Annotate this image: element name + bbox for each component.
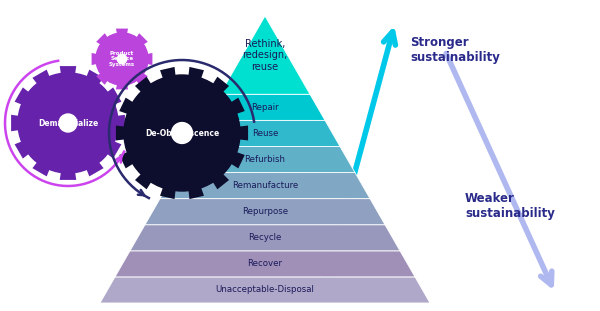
Text: Stronger
sustainability: Stronger sustainability [410, 36, 500, 64]
Circle shape [18, 73, 118, 173]
Polygon shape [190, 120, 340, 146]
Text: Recycle: Recycle [248, 233, 281, 242]
Text: Repurpose: Repurpose [242, 207, 288, 216]
Circle shape [59, 114, 77, 132]
Text: Repair: Repair [251, 103, 279, 112]
Text: Product
Service
Systems: Product Service Systems [109, 51, 135, 67]
Polygon shape [175, 146, 355, 173]
Polygon shape [115, 251, 415, 277]
Text: Remanufacture: Remanufacture [232, 181, 298, 190]
Text: Reuse: Reuse [252, 129, 278, 138]
Text: Weaker
sustainability: Weaker sustainability [465, 192, 555, 220]
Text: Dematerialize: Dematerialize [38, 118, 98, 128]
Text: Recover: Recover [248, 259, 283, 268]
Polygon shape [92, 29, 152, 89]
Text: Refurbish: Refurbish [245, 155, 286, 164]
Polygon shape [116, 67, 248, 199]
Polygon shape [130, 225, 400, 251]
Circle shape [118, 54, 127, 64]
Polygon shape [205, 94, 325, 120]
Polygon shape [160, 173, 370, 199]
Circle shape [172, 123, 193, 143]
Polygon shape [100, 277, 430, 303]
Text: Unacceptable-Disposal: Unacceptable-Disposal [215, 285, 314, 295]
Polygon shape [11, 66, 125, 180]
Polygon shape [220, 16, 310, 94]
Circle shape [96, 33, 148, 85]
Text: Rethink,
redesign,
reuse: Rethink, redesign, reuse [242, 39, 287, 72]
Text: De-Obsolescence: De-Obsolescence [145, 128, 219, 137]
Circle shape [124, 75, 240, 191]
Polygon shape [145, 199, 385, 225]
